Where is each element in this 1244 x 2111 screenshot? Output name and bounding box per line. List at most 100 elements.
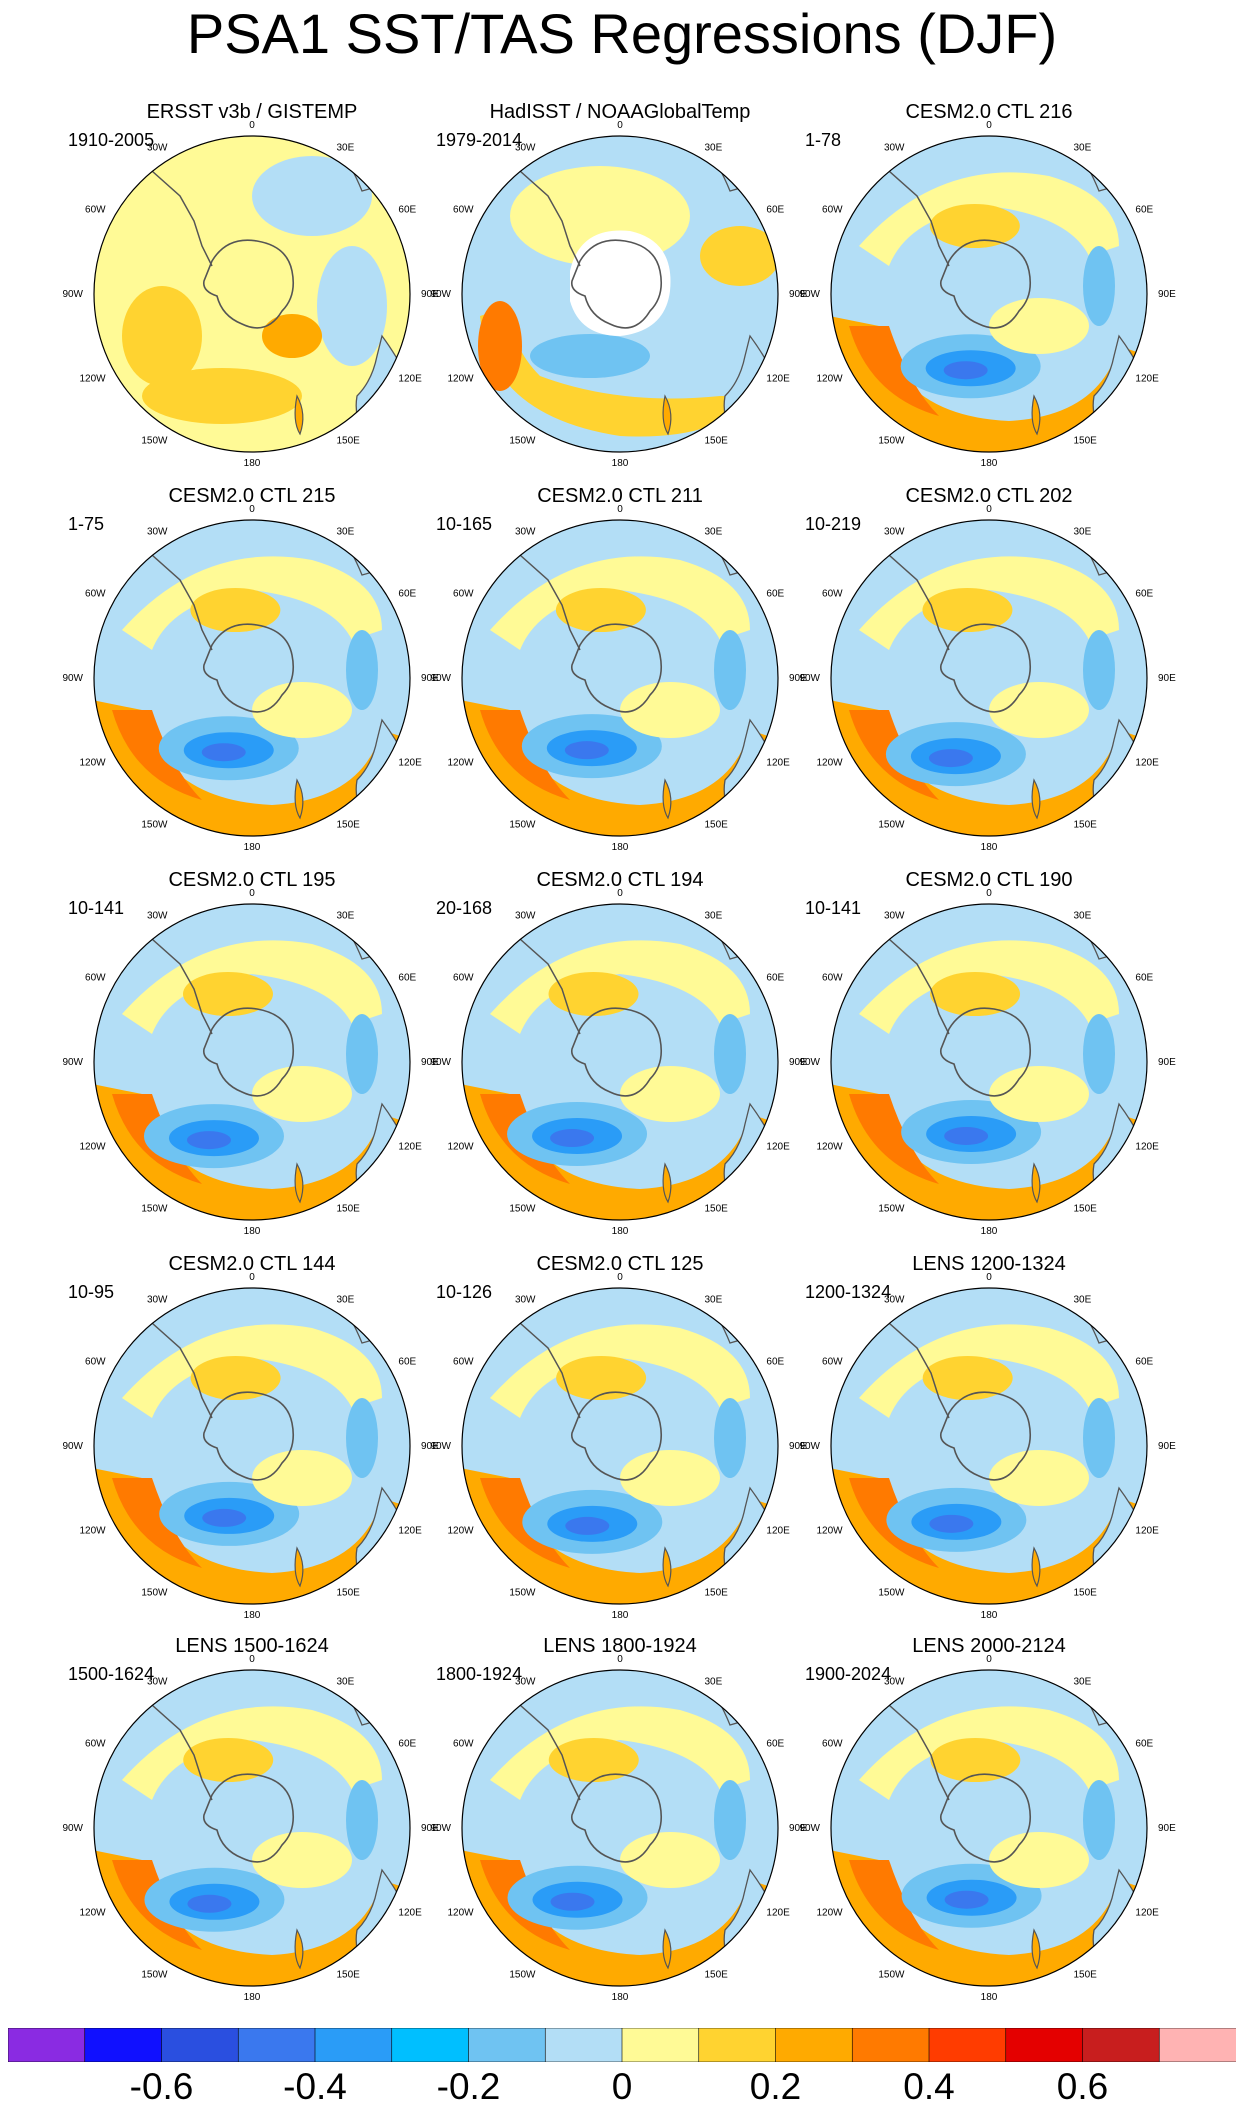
- map-border: [93, 1669, 411, 1987]
- longitude-label: 150W: [878, 1587, 905, 1598]
- polar-map: 0 30E 60E 90E 120E 150E 180 150W 120W 90W 60W 30W: [799, 1272, 1176, 1621]
- map-border: [830, 1669, 1148, 1987]
- contour-field: [831, 904, 1147, 1220]
- colorbar-swatch: [928, 2028, 1007, 2062]
- colorbar-swatch: [314, 2028, 393, 2062]
- contour-field: [831, 1288, 1147, 1604]
- longitude-label: 60E: [398, 1357, 416, 1368]
- longitude-label: 120E: [766, 374, 790, 385]
- longitude-label: 30E: [705, 143, 723, 154]
- longitude-label: 30W: [147, 1295, 168, 1306]
- longitude-label: 120E: [766, 1908, 790, 1919]
- longitude-label: 30E: [1074, 527, 1092, 538]
- map-panel: 0 30E 60E 90E 120E 150E 180 150W 120W 90W 60W 30W LE…: [789, 1248, 1189, 1632]
- panel-year-range: 10-165: [436, 514, 493, 534]
- longitude-label: 120E: [766, 1142, 790, 1153]
- longitude-label: 150W: [141, 1969, 168, 1980]
- panel-year-range: 10-95: [68, 1282, 115, 1302]
- longitude-label: 0: [617, 504, 623, 515]
- longitude-label: 0: [986, 120, 992, 131]
- contour-field: [831, 136, 1147, 452]
- map-panel: 0 30E 60E 90E 120E 150E 180 150W 120W 90W 60W 30W CE…: [52, 1248, 452, 1632]
- map-panel: 0 30E 60E 90E 120E 150E 180 150W 120W 90W 60W 30W CE…: [420, 1248, 820, 1632]
- polar-map: 0 30E 60E 90E 120E 150E 180 150W 120W 90W 60W 30W: [62, 120, 439, 469]
- longitude-label: 60W: [822, 1357, 843, 1368]
- longitude-label: 120E: [398, 1526, 422, 1537]
- longitude-label: 180: [244, 1226, 261, 1237]
- longitude-label: 30W: [884, 1677, 905, 1688]
- longitude-label: 60W: [453, 205, 474, 216]
- longitude-label: 60E: [766, 973, 784, 984]
- longitude-label: 30W: [147, 911, 168, 922]
- longitude-label: 30W: [515, 527, 536, 538]
- longitude-label: 30E: [1074, 911, 1092, 922]
- colorbar-tick-label: -0.6: [129, 2066, 194, 2107]
- longitude-label: 180: [981, 1992, 998, 2003]
- longitude-label: 180: [981, 458, 998, 469]
- longitude-label: 150E: [705, 435, 729, 446]
- longitude-label: 150W: [878, 819, 905, 830]
- map-panel: 0 30E 60E 90E 120E 150E 180 150W 120W 90W 60W 30W ER…: [52, 96, 452, 480]
- panel-year-range: 1500-1624: [68, 1664, 155, 1684]
- map-panel: 0 30E 60E 90E 120E 150E 180 150W 120W 90W 60W 30W CE…: [789, 864, 1189, 1248]
- map-border: [461, 1669, 779, 1987]
- longitude-label: 60E: [766, 589, 784, 600]
- longitude-label: 90E: [421, 1823, 439, 1834]
- longitude-label: 120E: [1135, 1908, 1159, 1919]
- colorbar-tick-label: -0.2: [436, 2066, 501, 2107]
- map-border: [93, 1287, 411, 1605]
- longitude-label: 90W: [62, 1823, 83, 1834]
- longitude-label: 0: [249, 120, 255, 131]
- longitude-label: 120W: [816, 1526, 843, 1537]
- longitude-label: 60E: [1135, 973, 1153, 984]
- map-border: [830, 519, 1148, 837]
- map-panel: 0 30E 60E 90E 120E 150E 180 150W 120W 90W 60W 30W Ha…: [420, 96, 820, 480]
- panel-year-range: 1900-2024: [805, 1664, 892, 1684]
- longitude-label: 120E: [398, 758, 422, 769]
- longitude-label: 90E: [1158, 1441, 1176, 1452]
- longitude-label: 90E: [1158, 1057, 1176, 1068]
- map-border: [93, 903, 411, 1221]
- map-border: [461, 135, 779, 453]
- map-border: [830, 903, 1148, 1221]
- polar-map: 0 30E 60E 90E 120E 150E 180 150W 120W 90W 60W 30W: [62, 1272, 439, 1621]
- longitude-label: 90W: [430, 673, 451, 684]
- longitude-label: 90W: [430, 1823, 451, 1834]
- longitude-label: 90E: [1158, 289, 1176, 300]
- longitude-label: 90W: [430, 1057, 451, 1068]
- longitude-label: 150W: [509, 819, 536, 830]
- longitude-label: 120E: [398, 1142, 422, 1153]
- colorbar-tick-label: 0.2: [749, 2066, 802, 2107]
- longitude-label: 0: [986, 1654, 992, 1665]
- longitude-label: 150W: [141, 1587, 168, 1598]
- map-border: [461, 903, 779, 1221]
- longitude-label: 60W: [822, 589, 843, 600]
- polar-map: 0 30E 60E 90E 120E 150E 180 150W 120W 90W 60W 30W: [430, 1654, 807, 2003]
- polar-map: 0 30E 60E 90E 120E 150E 180 150W 120W 90W 60W 30W: [799, 504, 1176, 853]
- longitude-label: 120W: [79, 758, 106, 769]
- longitude-label: 60W: [822, 205, 843, 216]
- colorbar-labels: -0.6 -0.4 -0.2 0 0.2 0.4 0.6: [0, 2066, 1244, 2111]
- longitude-label: 30W: [884, 527, 905, 538]
- longitude-label: 0: [617, 1272, 623, 1283]
- longitude-label: 0: [617, 888, 623, 899]
- colorbar-swatch: [1005, 2028, 1084, 2062]
- longitude-label: 90W: [799, 1441, 820, 1452]
- longitude-label: 150W: [141, 435, 168, 446]
- longitude-label: 30W: [884, 1295, 905, 1306]
- longitude-label: 120W: [447, 1908, 474, 1919]
- longitude-label: 150E: [1074, 1969, 1098, 1980]
- longitude-label: 90E: [1158, 1823, 1176, 1834]
- polar-map: 0 30E 60E 90E 120E 150E 180 150W 120W 90W 60W 30W: [799, 1654, 1176, 2003]
- longitude-label: 150E: [337, 819, 361, 830]
- longitude-label: 30E: [1074, 1295, 1092, 1306]
- longitude-label: 90W: [62, 1057, 83, 1068]
- longitude-label: 150E: [705, 819, 729, 830]
- longitude-label: 30E: [705, 1295, 723, 1306]
- colorbar-swatch: [1082, 2028, 1161, 2062]
- polar-map: 0 30E 60E 90E 120E 150E 180 150W 120W 90W 60W 30W: [62, 888, 439, 1237]
- map-panel: 0 30E 60E 90E 120E 150E 180 150W 120W 90W 60W 30W CE…: [789, 480, 1189, 864]
- map-border: [93, 519, 411, 837]
- panel-year-range: 20-168: [436, 898, 493, 918]
- longitude-label: 90W: [430, 289, 451, 300]
